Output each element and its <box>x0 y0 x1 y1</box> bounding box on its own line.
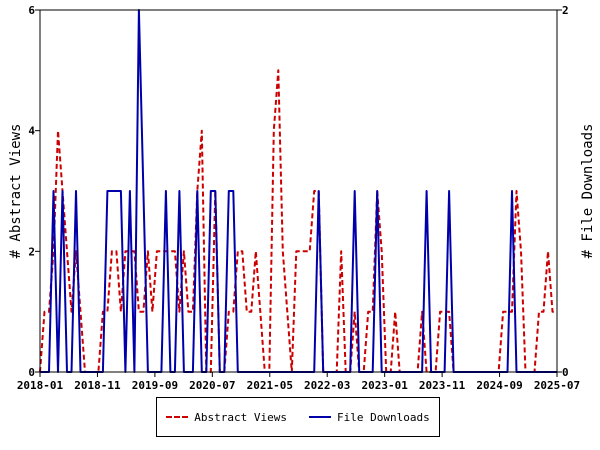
plot-area <box>39 9 557 373</box>
legend-label: Abstract Views <box>194 410 287 424</box>
legend-swatch-dashed <box>166 416 189 418</box>
legend-entry-abstract-views: Abstract Views <box>166 411 287 424</box>
x-tick-label: 2020-07 <box>189 379 235 392</box>
y-left-tick-label: 2 <box>28 245 35 258</box>
y-right-tick-label: 2 <box>562 4 569 17</box>
series-line-file-downloads <box>40 9 557 373</box>
x-tick-label: 2018-01 <box>17 379 64 392</box>
y-axis-right-title: # File Downloads <box>580 124 596 259</box>
legend: Abstract Views File Downloads <box>156 397 440 437</box>
x-tick-label: 2018-11 <box>74 379 121 392</box>
x-tick-label: 2023-01 <box>361 379 408 392</box>
axes: 2018-01 2018-11 2019-09 2020-07 2021-05 2022-… <box>17 4 580 392</box>
legend-label: File Downloads <box>337 410 430 424</box>
x-tick-label: 2023-11 <box>419 379 466 392</box>
x-tick-label: 2019-09 <box>132 379 178 392</box>
y-left-tick-label: 6 <box>28 4 35 17</box>
x-tick-label: 2021-05 <box>247 379 293 392</box>
x-tick-label: 2025-07 <box>534 379 580 392</box>
series-line-abstract-views <box>39 69 557 373</box>
x-tick-label: 2022-03 <box>304 379 350 392</box>
plot-frame <box>39 9 558 373</box>
y-left-tick-label: 0 <box>28 366 35 379</box>
y-left-tick-label: 4 <box>28 125 35 138</box>
legend-swatch-solid <box>309 416 331 418</box>
x-tick-label: 2024-09 <box>476 379 522 392</box>
y-right-tick-label: 0 <box>562 366 569 379</box>
y-axis-left-title: # Abstract Views <box>8 124 24 259</box>
legend-entry-file-downloads: File Downloads <box>309 411 430 424</box>
